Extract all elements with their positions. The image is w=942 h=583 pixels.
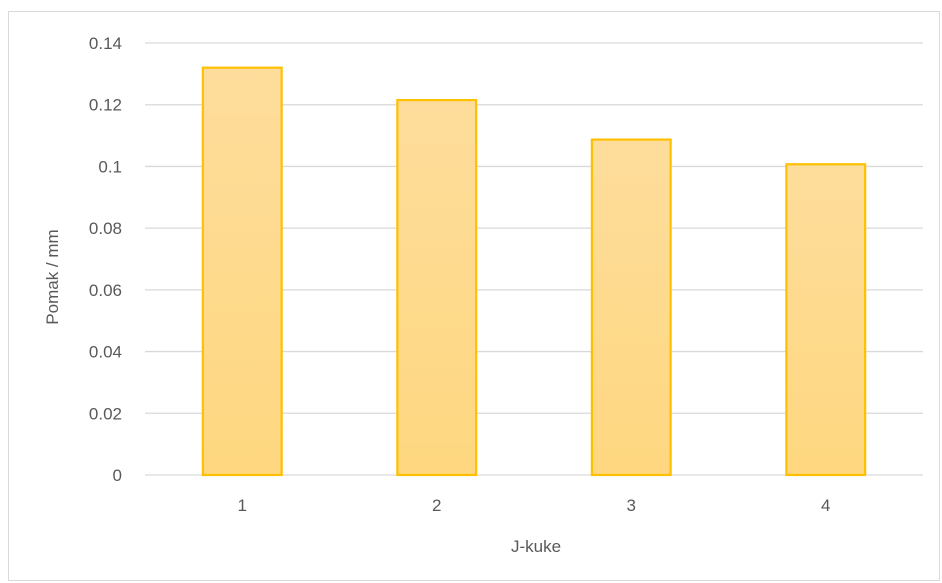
y-tick-label: 0.06 [89, 281, 122, 300]
y-tick-label: 0.02 [89, 404, 122, 423]
y-tick-label: 0.08 [89, 219, 122, 238]
x-tick-label: 3 [627, 496, 636, 515]
bar-4 [785, 163, 867, 477]
y-tick-label: 0.14 [89, 34, 122, 53]
bar-3 [590, 138, 672, 477]
bar-1 [201, 66, 283, 477]
y-tick-label: 0.12 [89, 96, 122, 115]
y-tick-label: 0.04 [89, 343, 122, 362]
y-tick-label: 0 [113, 466, 122, 485]
y-axis-title: Pomak / mm [43, 229, 62, 324]
x-tick-label: 4 [821, 496, 830, 515]
bar-2 [396, 98, 478, 477]
x-axis-title: J-kuke [511, 537, 561, 556]
y-tick-label: 0.1 [98, 157, 122, 176]
x-tick-label: 1 [238, 496, 247, 515]
x-tick-label: 2 [432, 496, 441, 515]
x-axis-tick-labels: 1 2 3 4 [238, 496, 831, 515]
y-axis-tick-labels: 0 0.02 0.04 0.06 0.08 0.1 0.12 0.14 [89, 34, 122, 485]
bars [201, 66, 867, 477]
